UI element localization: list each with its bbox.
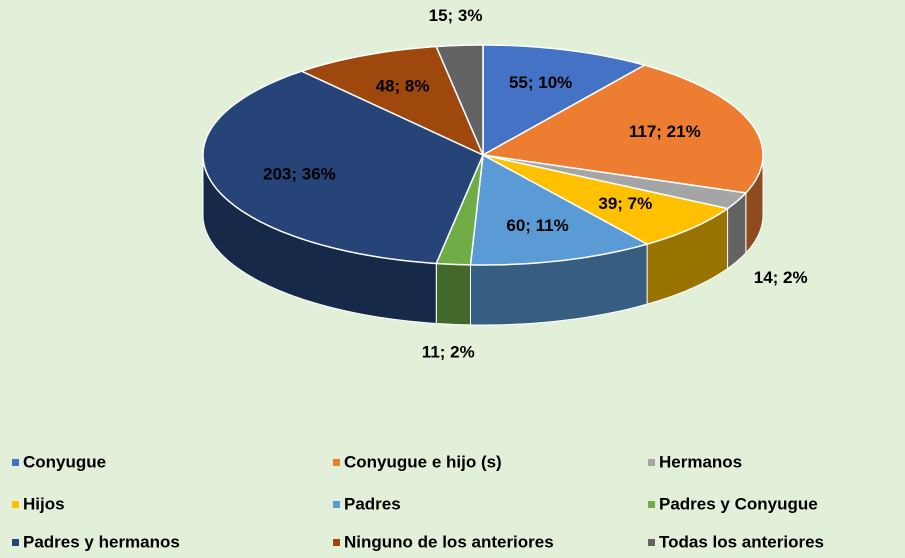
pie-slice — [202, 70, 484, 265]
legend-label: Padres — [344, 494, 401, 513]
pie-slice — [480, 64, 764, 194]
data-label: 117; 21% — [629, 122, 701, 141]
legend-swatch — [12, 539, 19, 546]
data-label: 39; 7% — [598, 194, 652, 213]
pie-slice — [482, 154, 730, 245]
legend-swatch — [333, 459, 340, 466]
pie-slice — [469, 153, 650, 266]
pie-slice — [435, 44, 484, 156]
legend-label: Conyugue e hijo (s) — [344, 452, 502, 471]
legend-swatch — [333, 501, 340, 508]
legend-label: Padres y Conyugue — [659, 494, 818, 513]
data-label: 60; 11% — [506, 216, 568, 235]
legend-label: Conyugue — [23, 452, 106, 471]
legend-swatch — [648, 501, 655, 508]
legend-swatch — [12, 501, 19, 508]
legend-label: Hermanos — [659, 452, 742, 471]
legend-label: Hijos — [23, 494, 65, 513]
data-label: 14; 2% — [754, 268, 808, 287]
data-label: 203; 36% — [263, 164, 336, 183]
legend-swatch — [648, 459, 655, 466]
legend-label: Ninguno de los anteriores — [344, 532, 554, 551]
data-label: 55; 10% — [509, 73, 572, 92]
pie-slice — [482, 154, 748, 210]
pie-slice — [482, 44, 647, 157]
pie-slice — [299, 45, 485, 157]
pie-side — [435, 262, 471, 326]
data-label: 48; 8% — [376, 77, 430, 96]
legend-label: Padres y hermanos — [23, 532, 180, 551]
data-label: 15; 3% — [429, 6, 483, 25]
legend-swatch — [648, 539, 655, 546]
legend-swatch — [333, 539, 340, 546]
legend-label: Todas los anteriores — [659, 532, 824, 551]
legend-swatch — [12, 459, 19, 466]
data-label: 11; 2% — [422, 342, 475, 361]
